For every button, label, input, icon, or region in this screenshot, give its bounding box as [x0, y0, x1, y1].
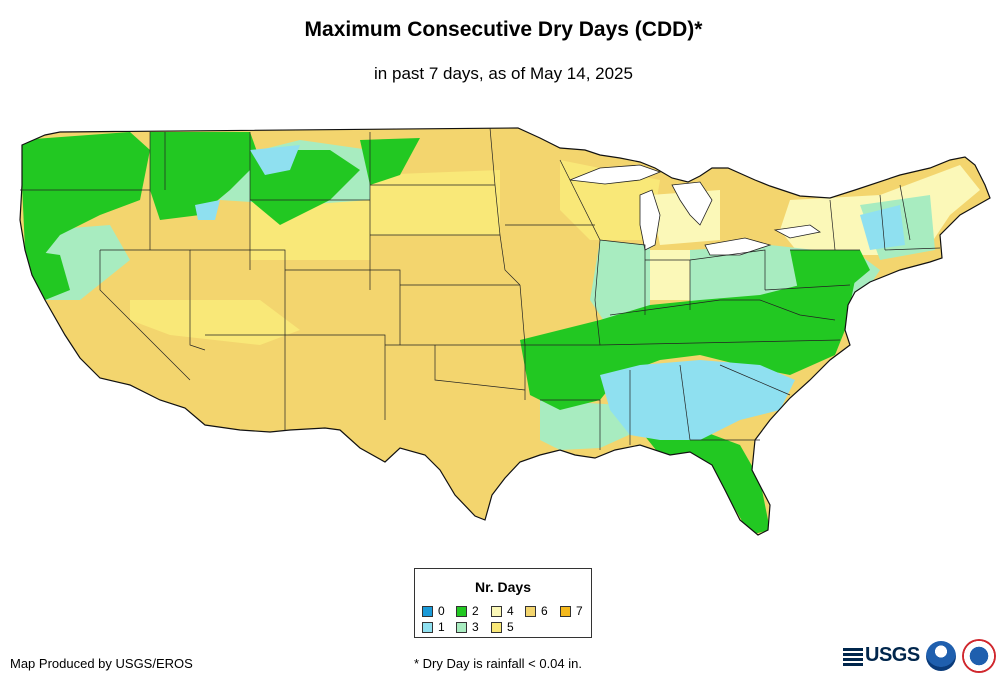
- legend-swatch: [491, 621, 502, 633]
- legend-swatch: [491, 605, 502, 617]
- map-title: Maximum Consecutive Dry Days (CDD)*: [304, 18, 703, 41]
- legend-swatch: [422, 621, 433, 633]
- legend-item-6: 6: [525, 604, 548, 618]
- legend-swatch: [525, 605, 536, 617]
- legend-label: 5: [507, 620, 514, 634]
- legend-item-0: 0: [422, 604, 445, 618]
- legend-label: 3: [472, 620, 479, 634]
- legend-swatch: [456, 605, 467, 617]
- nws-logo: [962, 639, 996, 673]
- credit-text: Map Produced by USGS/EROS: [10, 656, 193, 671]
- legend-item-4: 4: [491, 604, 514, 618]
- legend-swatch: [560, 605, 571, 617]
- us-cdd-map: [19, 127, 991, 536]
- legend-item-2: 2: [456, 604, 479, 618]
- legend-item-1: 1: [422, 620, 445, 634]
- legend-swatch: [422, 605, 433, 617]
- legend: Nr. Days 0 1 2 3 4 5 6 7: [414, 568, 592, 638]
- legend-item-3: 3: [456, 620, 479, 634]
- legend-title: Nr. Days: [474, 579, 532, 595]
- usgs-mark-icon: [843, 645, 863, 666]
- footnote-text: * Dry Day is rainfall < 0.04 in.: [414, 656, 582, 671]
- state-boundaries: [20, 127, 941, 450]
- great-lakes: [569, 164, 821, 256]
- usgs-logo: USGS: [843, 644, 920, 667]
- cdd-fill: [20, 128, 990, 535]
- legend-label: 4: [507, 604, 514, 618]
- conus-outline: [19, 127, 991, 536]
- legend-item-5: 5: [491, 620, 514, 634]
- legend-item-7: 7: [560, 604, 583, 618]
- legend-label: 1: [438, 620, 445, 634]
- legend-swatch: [456, 621, 467, 633]
- noaa-logo: [926, 641, 956, 671]
- legend-label: 2: [472, 604, 479, 618]
- legend-label: 0: [438, 604, 445, 618]
- map-subtitle: in past 7 days, as of May 14, 2025: [374, 64, 633, 83]
- legend-label: 7: [576, 604, 583, 618]
- legend-label: 6: [541, 604, 548, 618]
- usgs-logo-text: USGS: [865, 644, 920, 666]
